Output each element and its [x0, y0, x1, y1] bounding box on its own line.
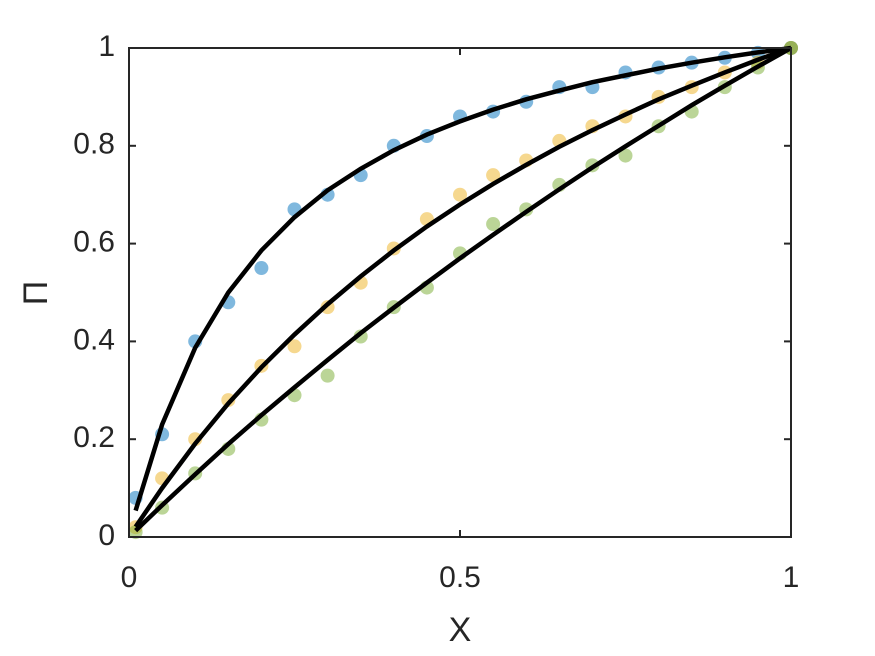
y-tick-label: 0.6: [73, 226, 115, 259]
data-point: [486, 217, 501, 232]
data-point: [486, 168, 501, 183]
fit-line: [133, 45, 792, 512]
data-point: [453, 187, 467, 202]
fit-line: [133, 45, 792, 529]
x-tick-label: 1: [783, 561, 800, 594]
data-point: [618, 148, 633, 163]
y-tick-label: 0.8: [73, 128, 115, 161]
y-tick-label: 1: [98, 30, 115, 63]
x-tick-label: 0.5: [439, 561, 481, 594]
y-tick-label: 0.4: [73, 323, 115, 356]
data-point: [320, 368, 335, 383]
fit-line: [134, 46, 793, 533]
y-axis-label: Π: [17, 281, 55, 306]
x-tick-label: 0: [121, 561, 138, 594]
x-axis-label: X: [449, 611, 472, 649]
data-point: [254, 261, 269, 276]
y-tick-label: 0: [98, 519, 115, 552]
data-point: [287, 339, 302, 354]
y-tick-label: 0.2: [73, 421, 115, 454]
